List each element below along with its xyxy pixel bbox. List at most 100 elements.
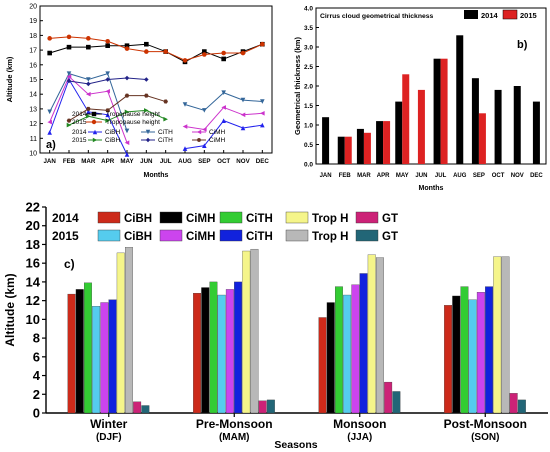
legend-label: CiBH <box>105 129 120 136</box>
bar <box>476 292 485 414</box>
panel-label: c) <box>64 257 75 271</box>
data-point <box>86 109 91 115</box>
x-tick-label: DEC <box>530 173 543 179</box>
y-tick-label: 14 <box>26 274 41 289</box>
y-tick-label: 2.0 <box>304 84 313 91</box>
data-point <box>66 78 72 84</box>
legend-marker <box>91 119 97 125</box>
x-tick-sublabel: (MAM) <box>219 432 250 443</box>
data-point <box>124 128 130 134</box>
legend-label: GT <box>382 213 398 225</box>
legend-marker <box>196 129 202 135</box>
data-point <box>144 77 149 82</box>
bar <box>384 381 393 414</box>
bar <box>201 287 210 414</box>
data-point <box>86 44 91 50</box>
y-tick-label: 15 <box>29 77 37 84</box>
legend-label: GT <box>382 231 398 243</box>
data-point <box>124 75 130 81</box>
legend-marker <box>145 137 151 143</box>
legend-swatch <box>502 9 518 20</box>
bar <box>509 393 518 414</box>
legend-label: CiMH <box>209 129 226 136</box>
y-tick-label: 16 <box>26 256 40 271</box>
legend-label: CiMH <box>186 231 215 243</box>
data-point <box>66 44 72 50</box>
data-point <box>202 143 207 148</box>
x-tick-label: APR <box>377 173 390 179</box>
bar <box>517 399 526 414</box>
data-point <box>47 119 52 125</box>
data-point <box>240 50 246 56</box>
bar <box>108 299 117 414</box>
legend-swatch <box>464 10 478 19</box>
data-point <box>260 122 265 128</box>
y-tick-label: 17 <box>29 48 37 55</box>
data-point <box>105 71 110 76</box>
bar <box>258 400 267 414</box>
y-axis-title: Altitude (km) <box>5 56 14 102</box>
data-point <box>260 111 265 116</box>
data-point <box>221 50 226 56</box>
x-tick-sublabel: (SON) <box>471 432 499 443</box>
x-tick-label: FEB <box>63 158 76 165</box>
bar <box>337 136 345 164</box>
bar <box>217 294 226 414</box>
bar <box>318 317 327 414</box>
bar <box>133 401 142 414</box>
data-point <box>105 118 110 123</box>
bar <box>485 286 493 414</box>
x-tick-label: JAN <box>43 158 56 165</box>
data-point <box>86 106 91 111</box>
legend-swatch <box>97 211 121 224</box>
data-point <box>221 118 226 123</box>
y-axis-title: Altitude (km) <box>3 273 17 346</box>
data-point <box>260 99 265 104</box>
bar <box>344 136 352 164</box>
data-point <box>202 52 207 57</box>
x-tick-label: MAY <box>396 173 409 179</box>
y-tick-label: 0.0 <box>304 162 313 169</box>
bar <box>125 247 133 414</box>
bar <box>402 74 410 164</box>
data-point <box>66 34 72 40</box>
y-tick-label: 3.0 <box>304 45 313 52</box>
bar <box>460 286 469 414</box>
panel-label: b) <box>517 39 528 51</box>
x-tick-label: SEP <box>198 158 210 165</box>
bar <box>494 89 502 164</box>
legend-swatch <box>219 211 243 224</box>
x-tick-label: FEB <box>339 173 352 179</box>
legend-label: CiBH <box>124 213 152 225</box>
data-point <box>240 125 246 131</box>
x-axis-title: Months <box>144 172 169 179</box>
series-line <box>49 36 263 61</box>
y-tick-label: 11 <box>30 136 37 143</box>
bar <box>433 58 441 165</box>
legend-year: 2015 <box>52 229 79 243</box>
bar <box>75 289 84 414</box>
legend-label: 2015 <box>520 11 537 20</box>
y-tick-label: 18 <box>26 237 40 252</box>
data-point <box>144 93 149 98</box>
bar <box>141 405 150 414</box>
data-point <box>66 122 72 128</box>
bar <box>468 299 477 414</box>
y-tick-label: 1.5 <box>304 103 313 110</box>
bar <box>92 306 101 414</box>
data-point <box>124 43 130 48</box>
chart-title: Cirrus cloud geometrical thickness <box>320 13 434 20</box>
bar <box>493 256 502 414</box>
data-point <box>47 109 52 115</box>
bar <box>250 248 259 414</box>
y-axis-title: Geometrical thickness (km) <box>293 37 302 135</box>
x-tick-label: OCT <box>217 158 230 165</box>
x-tick-label: MAR <box>357 173 371 179</box>
bar <box>444 305 452 414</box>
legend-year: 2015 <box>72 137 87 144</box>
y-tick-label: 2.5 <box>304 64 313 71</box>
y-tick-label: 18 <box>29 33 37 40</box>
y-tick-label: 10 <box>26 312 40 327</box>
bar <box>326 302 335 414</box>
y-tick-label: 16 <box>29 62 37 69</box>
